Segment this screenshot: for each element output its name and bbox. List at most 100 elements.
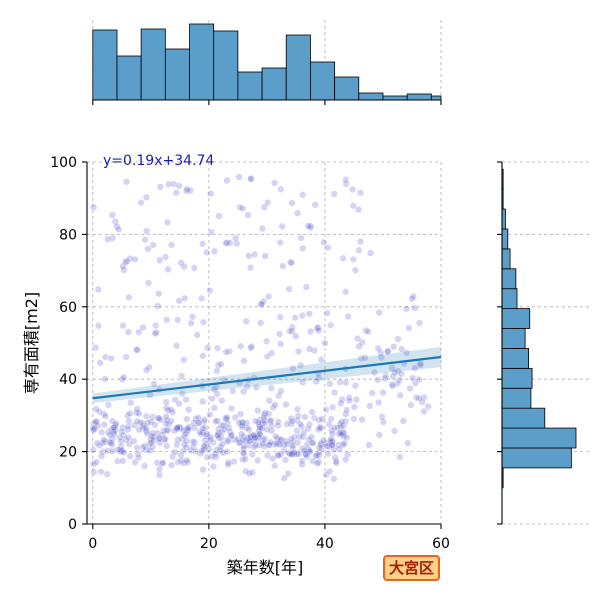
scatter-point: [352, 396, 360, 404]
scatter-point: [297, 361, 305, 369]
scatter-point: [103, 470, 111, 478]
scatter-point: [365, 441, 373, 449]
scatter-point: [240, 445, 248, 453]
scatter-point: [178, 435, 186, 443]
scatter-point: [288, 259, 296, 267]
scatter-point: [263, 337, 271, 345]
scatter-point: [247, 174, 255, 182]
top-hist-bar: [92, 29, 118, 101]
scatter-point: [352, 266, 360, 274]
y-tick-label: 20: [59, 445, 77, 461]
scatter-point: [210, 247, 218, 255]
scatter-point: [173, 424, 181, 432]
scatter-point: [377, 349, 385, 357]
scatter-point: [155, 471, 163, 479]
scatter-point: [356, 189, 364, 197]
scatter-point: [242, 317, 250, 325]
scatter-point: [368, 389, 376, 397]
scatter-point: [156, 256, 164, 264]
scatter-point: [267, 384, 275, 392]
scatter-point: [233, 240, 241, 248]
x-tick-label: 0: [88, 536, 97, 552]
scatter-point: [309, 457, 317, 465]
scatter-point: [412, 394, 420, 402]
scatter-point: [229, 387, 237, 395]
scatter-point: [155, 465, 163, 473]
scatter-point: [242, 437, 250, 445]
scatter-point: [288, 417, 296, 425]
scatter-point: [164, 265, 172, 273]
scatter-point: [213, 446, 221, 454]
scatter-point: [276, 239, 284, 247]
scatter-point: [330, 475, 338, 483]
right-hist-bar: [501, 387, 532, 409]
scatter-point: [298, 312, 306, 320]
scatter-point: [244, 211, 252, 219]
scatter-point: [199, 352, 207, 360]
scatter-point: [403, 349, 411, 357]
y-tick-label: 40: [59, 372, 77, 388]
scatter-point: [133, 417, 141, 425]
scatter-point: [405, 324, 413, 332]
scatter-point: [315, 444, 323, 452]
scatter-point: [300, 447, 308, 455]
scatter-point: [133, 444, 141, 452]
scatter-point: [338, 418, 346, 426]
scatter-point: [188, 313, 196, 321]
scatter-point: [144, 279, 152, 287]
scatter-point: [381, 374, 389, 382]
scatter-point: [180, 356, 188, 364]
scatter-point: [118, 428, 126, 436]
scatter-point: [210, 404, 218, 412]
scatter-point: [97, 468, 105, 476]
scatter-point: [416, 319, 424, 327]
top-hist-bar: [358, 92, 384, 101]
scatter-point: [203, 248, 211, 256]
scatter-point: [161, 435, 169, 443]
scatter-point: [327, 437, 335, 445]
scatter-point: [382, 372, 390, 380]
scatter-point: [265, 410, 273, 418]
scatter-point: [318, 444, 326, 452]
scatter-point: [126, 452, 134, 460]
scatter-point: [357, 354, 365, 362]
scatter-point: [236, 203, 244, 211]
scatter-point: [299, 378, 307, 386]
x-tick-label: 40: [316, 536, 334, 552]
top-hist-bar: [285, 34, 311, 101]
scatter-point: [99, 448, 107, 456]
scatter-point: [323, 309, 331, 317]
scatter-point: [261, 435, 269, 443]
scatter-point: [293, 427, 301, 435]
scatter-point: [403, 305, 411, 313]
scatter-point: [174, 436, 182, 444]
scatter-point: [199, 240, 207, 248]
scatter-point: [282, 456, 290, 464]
scatter-point: [181, 294, 189, 302]
scatter-point: [92, 417, 100, 425]
scatter-point: [298, 457, 306, 465]
scatter-point: [184, 424, 192, 432]
scatter-point: [311, 201, 319, 209]
scatter-point: [182, 430, 190, 438]
scatter-point: [142, 424, 150, 432]
scatter-point: [329, 430, 337, 438]
scatter-point: [218, 428, 226, 436]
scatter-point: [113, 457, 121, 465]
y-tick-label: 60: [59, 300, 77, 316]
scatter-point: [204, 344, 212, 352]
scatter-point: [169, 453, 177, 461]
scatter-point: [106, 431, 114, 439]
scatter-point: [89, 446, 97, 454]
scatter-point: [239, 456, 247, 464]
scatter-point: [294, 209, 302, 217]
right-hist-bar: [501, 447, 572, 469]
scatter-point: [305, 310, 313, 318]
scatter-point: [179, 447, 187, 455]
scatter-point: [247, 175, 255, 183]
scatter-point: [396, 453, 404, 461]
scatter-point: [177, 451, 185, 459]
scatter-point: [305, 435, 313, 443]
scatter-point: [178, 372, 186, 380]
scatter-point: [240, 357, 248, 365]
